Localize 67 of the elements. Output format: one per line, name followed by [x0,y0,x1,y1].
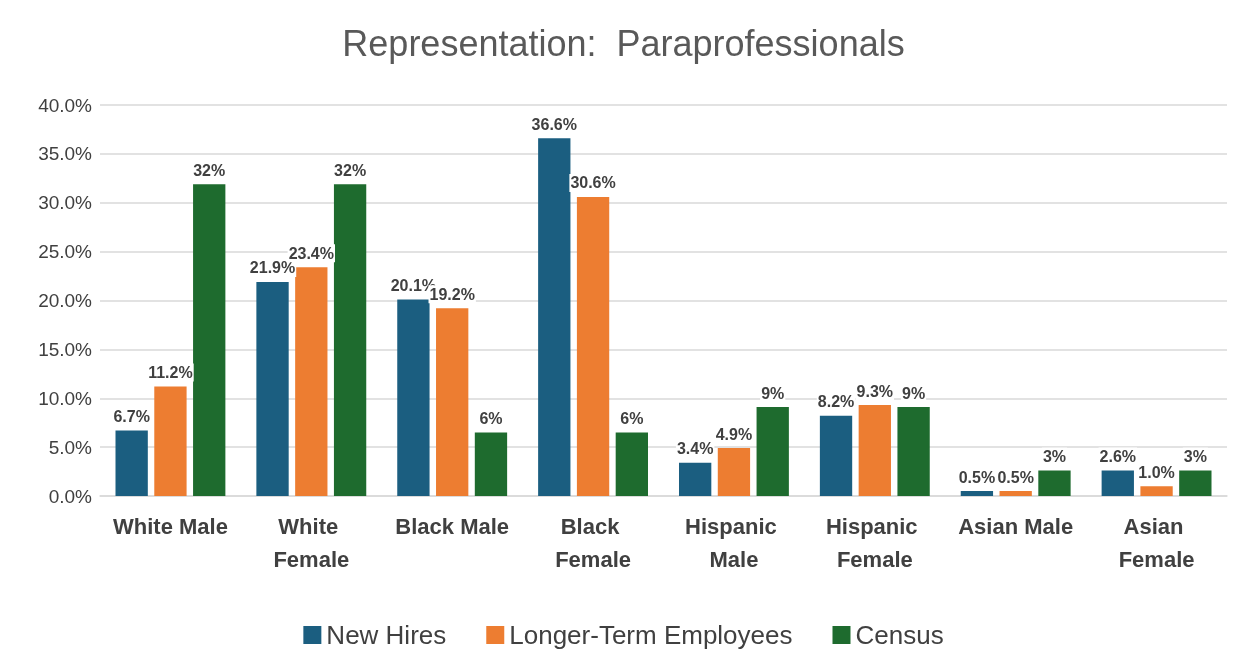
data-label: 11.2% [148,364,193,382]
data-label: 32% [193,161,226,179]
data-label: 30.6% [570,174,616,192]
x-tick-label: Hispanic Female [825,514,924,572]
x-tick-label: Black Male [395,514,510,539]
bar [436,308,469,496]
bar [679,462,712,496]
bar [615,432,648,496]
data-label: 0.5% [958,468,996,486]
bar [256,281,289,496]
bar [576,196,610,496]
bar [295,267,328,496]
legend-label: New Hires [326,620,447,650]
y-tick-label: 40.0% [38,94,93,116]
data-label: 0.5% [997,468,1034,486]
y-tick-label: 30.0% [38,192,93,214]
data-label: 8.2% [817,393,855,411]
x-tick-label: Asian Male [958,514,1074,539]
data-label: 9% [761,384,785,402]
data-label: 9% [902,384,926,402]
bar [999,491,1032,496]
data-label: 6% [479,409,503,427]
data-label: 3.4% [676,440,714,458]
bar [1101,470,1134,496]
bar [858,405,891,496]
legend-label: Longer-Term Employees [509,620,793,650]
data-label: 2.6% [1099,448,1137,466]
bar [1140,486,1173,496]
bar [333,184,367,496]
bar [154,386,187,496]
chart-title: Representation: Paraprofessionals [342,22,905,64]
bar [819,415,853,496]
data-label: 6.7% [113,408,150,426]
x-tick-label: White Female [273,514,350,572]
bar [397,299,430,496]
x-tick-label: Asian Female [1118,514,1195,572]
data-label: 9.3% [856,382,894,400]
data-label: 23.4% [288,244,334,262]
x-tick-label: Hispanic Male [685,514,783,572]
bar [474,432,508,496]
bar [960,491,994,496]
y-tick-label: 25.0% [38,241,93,263]
data-label: 3% [1042,448,1067,466]
data-label: 3% [1183,448,1207,466]
bar [897,407,930,496]
data-label: 21.9% [249,259,296,277]
x-tick-label: White Male [112,514,228,539]
legend-label: Census [855,620,944,650]
bar [717,448,751,496]
bar [193,184,226,496]
y-tick-label: 5.0% [48,436,93,458]
data-label: 36.6% [531,115,577,133]
bar [756,407,789,496]
data-label: 32% [334,161,367,179]
y-tick-label: 10.0% [38,387,93,409]
data-label: 1.0% [1138,463,1175,481]
y-tick-label: 15.0% [38,338,93,360]
y-tick-label: 20.0% [38,290,93,311]
data-label: 4.9% [715,425,753,443]
x-tick-label: Black Female [555,514,631,572]
y-tick-label: 0.0% [48,485,93,507]
bar [115,430,148,496]
bar [1179,470,1212,496]
y-tick-label: 35.0% [38,143,93,165]
bar [1038,470,1071,496]
bar [538,138,571,496]
data-label: 6% [620,409,644,427]
